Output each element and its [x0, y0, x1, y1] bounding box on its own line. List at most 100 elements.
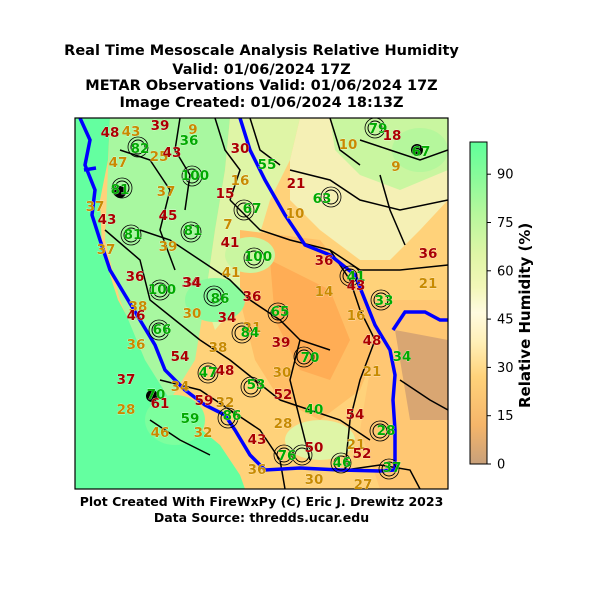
station-marker-ring [149, 279, 171, 301]
station-rh-label: 43 [163, 145, 182, 161]
station-marker [367, 120, 383, 136]
station-rh-label: 54 [346, 407, 365, 423]
station-rh-label: 81 [184, 223, 203, 239]
station-rh-label: 36 [180, 133, 199, 149]
station-marker [184, 168, 200, 184]
station-rh-label: 48 [216, 363, 235, 379]
station-marker [294, 447, 310, 463]
station-marker-filled [114, 186, 126, 198]
colorbar-tick-label: 0 [497, 458, 505, 473]
station-marker [296, 349, 312, 365]
station-rh-label: 15 [216, 186, 235, 202]
station-rh-label: 36 [126, 269, 145, 285]
station-rh-label: 43 [248, 432, 267, 448]
colorbar-tick-label: 45 [497, 313, 514, 328]
station-rh-label: 41 [222, 265, 241, 281]
station-rh-label: 21 [363, 364, 382, 380]
colorbar-tick-label: 30 [497, 361, 514, 376]
station-rh-label: 86 [223, 408, 242, 424]
station-rh-label: 30 [273, 365, 292, 381]
station-rh-label: 100 [181, 168, 209, 184]
station-marker-ring [197, 362, 219, 384]
station-marker-ring [370, 289, 392, 311]
station-rh-label: 46 [151, 425, 170, 441]
station-marker [236, 202, 252, 218]
station-rh-label: 9 [391, 159, 400, 175]
station-rh-label: 100 [148, 282, 176, 298]
station-marker [243, 379, 259, 395]
station-rh-label: 36 [243, 289, 262, 305]
station-marker [381, 461, 397, 477]
station-rh-label: 37 [383, 460, 402, 476]
station-marker [323, 189, 339, 205]
station-rh-label: 50 [305, 440, 324, 456]
title-line-1: Real Time Mesoscale Analysis Relative Hu… [64, 43, 459, 59]
station-rh-label: 70 [147, 387, 166, 403]
station-marker [234, 325, 250, 341]
station-marker-ring [320, 186, 342, 208]
station-rh-label: 45 [159, 208, 178, 224]
rh-field [75, 118, 448, 489]
station-marker [372, 423, 388, 439]
footer-credit: Plot Created With FireWxPy (C) Eric J. D… [79, 494, 444, 509]
station-rh-label: 36 [127, 337, 146, 353]
station-rh-label: 61 [151, 396, 170, 412]
station-rh-label: 70 [301, 350, 320, 366]
station-rh-label: 28 [274, 416, 293, 432]
map-frame [74, 117, 449, 490]
station-rh-label: 32 [216, 395, 235, 411]
station-rh-label: 39 [272, 335, 291, 351]
colorbar-ticks: 0 15 30 45 60 75 90 [487, 168, 514, 473]
station-rh-label: 67 [412, 144, 431, 160]
station-rh-label: 59 [181, 411, 200, 427]
station-rh-label: 16 [347, 308, 366, 324]
station-rh-label: 30 [231, 141, 250, 157]
station-rh-label: 76 [278, 448, 297, 464]
station-rh-label: 81 [124, 227, 143, 243]
footer-source: Data Source: thredds.ucar.edu [153, 510, 370, 525]
station-rh-label: 40 [305, 402, 324, 418]
station-rh-label: 38 [129, 299, 148, 315]
station-marker [206, 288, 222, 304]
station-marker-ring [293, 346, 315, 368]
station-marker [220, 410, 236, 426]
colorbar-tick-label: 90 [497, 168, 514, 183]
station-rh-label: 30 [183, 306, 202, 322]
station-rh-label: 34 [182, 275, 201, 291]
station-rh-label: 67 [243, 201, 262, 217]
station-rh-label: 47 [109, 155, 128, 171]
colorbar [469, 141, 488, 465]
station-marker-ring [273, 444, 295, 466]
station-rh-label: 81 [111, 182, 130, 198]
station-rh-label: 34 [171, 379, 190, 395]
station-marker [246, 250, 262, 266]
station-rh-label: 63 [313, 191, 332, 207]
station-marker [130, 139, 146, 155]
station-rh-label: 32 [194, 425, 213, 441]
station-rh-label: 100 [244, 249, 272, 265]
station-rh-label: 36 [419, 246, 438, 262]
station-rh-label: 21 [347, 437, 366, 453]
station-marker [342, 268, 358, 284]
station-marker-filled [146, 390, 158, 402]
station-rh-label: 37 [97, 242, 116, 258]
station-rh-label: 86 [211, 291, 230, 307]
station-rh-label: 18 [383, 128, 402, 144]
colorbar-tick-label: 15 [497, 409, 514, 424]
station-rh-label: 36 [315, 253, 334, 269]
title-line-4: Image Created: 01/06/2024 18:13Z [119, 95, 404, 111]
station-marker-ring [120, 224, 142, 246]
station-rh-label: 27 [354, 477, 373, 493]
station-rh-label: 37 [86, 199, 105, 215]
station-rh-label: 41 [347, 269, 366, 285]
station-marker-ring [364, 118, 386, 139]
station-rh-label: 66 [153, 322, 172, 338]
station-rh-label: 21 [243, 320, 262, 336]
station-rh-label: 53 [247, 377, 266, 393]
station-marker [123, 227, 139, 243]
station-marker-ring [267, 302, 289, 324]
station-marker [270, 305, 286, 321]
station-rh-label: 82 [131, 141, 150, 157]
station-marker-ring [203, 285, 225, 307]
